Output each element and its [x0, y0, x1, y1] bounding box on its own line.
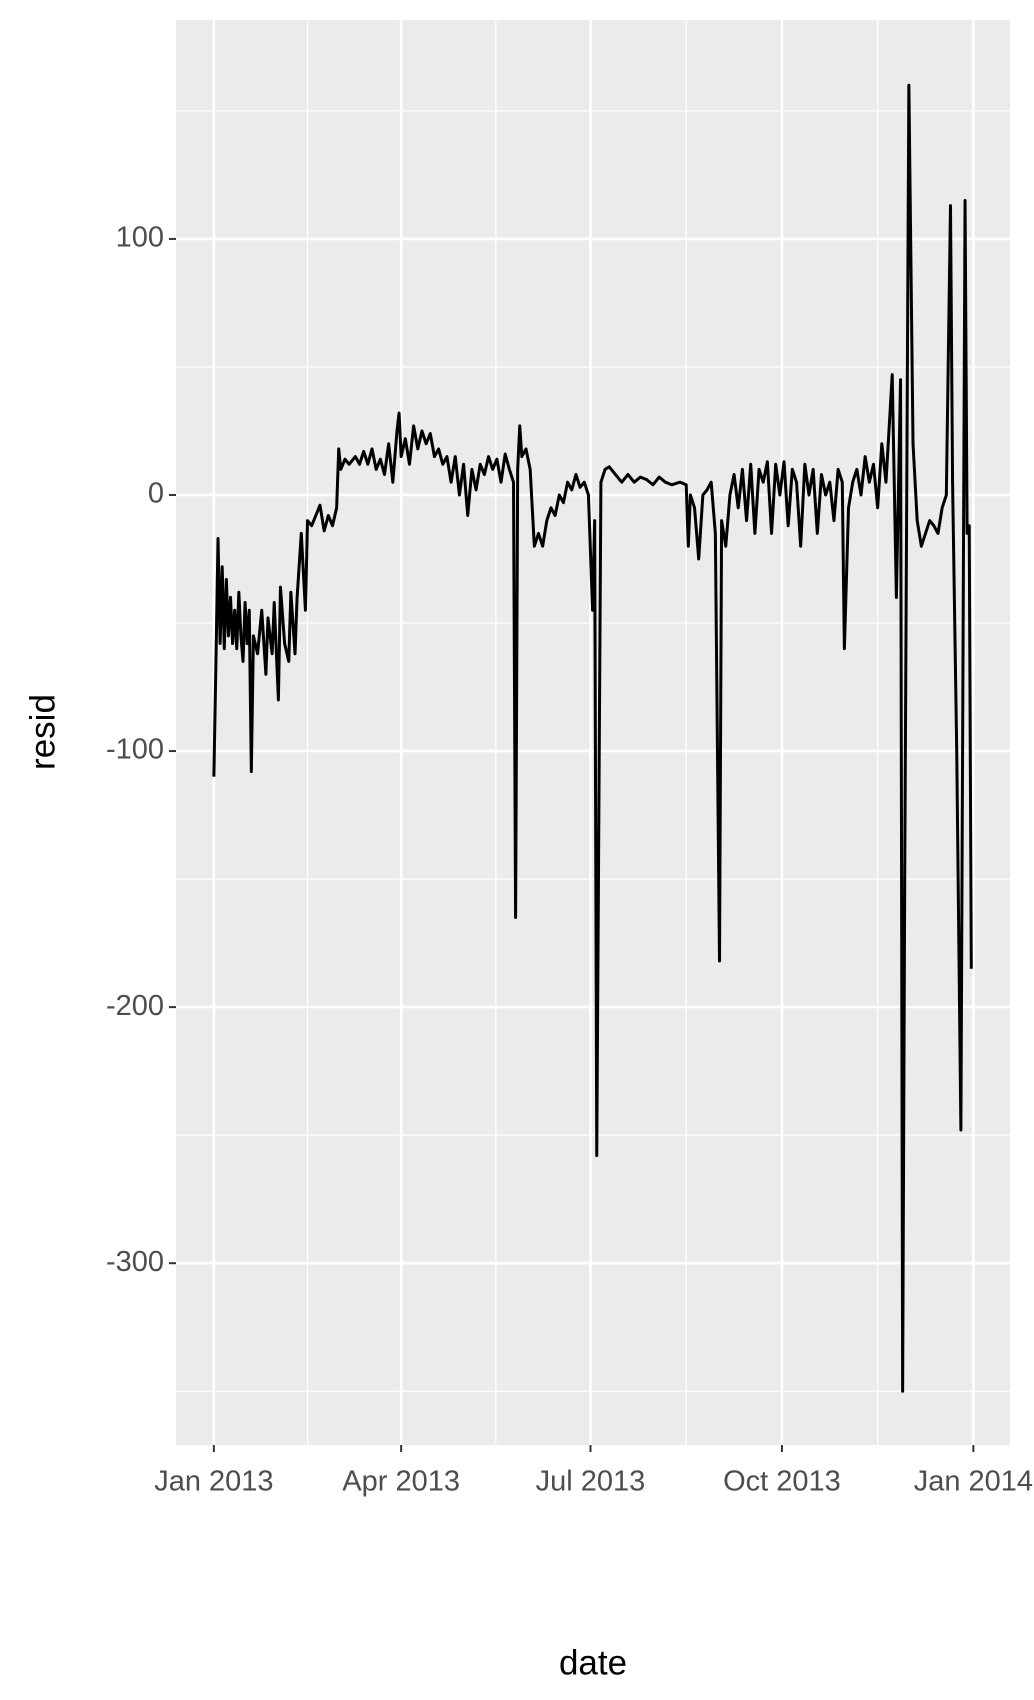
y-tick-label: -100: [106, 734, 164, 766]
line: [212, 83, 973, 1393]
y-tick-label: 100: [116, 222, 164, 254]
axes: 100 0 -100 -200 -300 Jan 2013 Apr 2013 Jul 2013…: [106, 222, 1033, 1498]
y-tick-label: 0: [148, 478, 164, 510]
x-tick-label: Jan 2013: [154, 1466, 273, 1498]
x-tick-label: Jul 2013: [536, 1466, 646, 1498]
grid: [176, 20, 1010, 1445]
x-tick-label: Apr 2013: [342, 1466, 460, 1498]
x-tick-label: Oct 2013: [723, 1466, 841, 1498]
y-tick-label: -300: [106, 1246, 164, 1278]
y-axis-title: resid: [23, 694, 62, 770]
panel: [176, 20, 1010, 1445]
y-tick-label: -200: [106, 990, 164, 1022]
marks: [212, 83, 973, 1393]
x-axis-title: date: [559, 1643, 627, 1682]
x-tick-label: Jan 2014: [914, 1466, 1033, 1498]
